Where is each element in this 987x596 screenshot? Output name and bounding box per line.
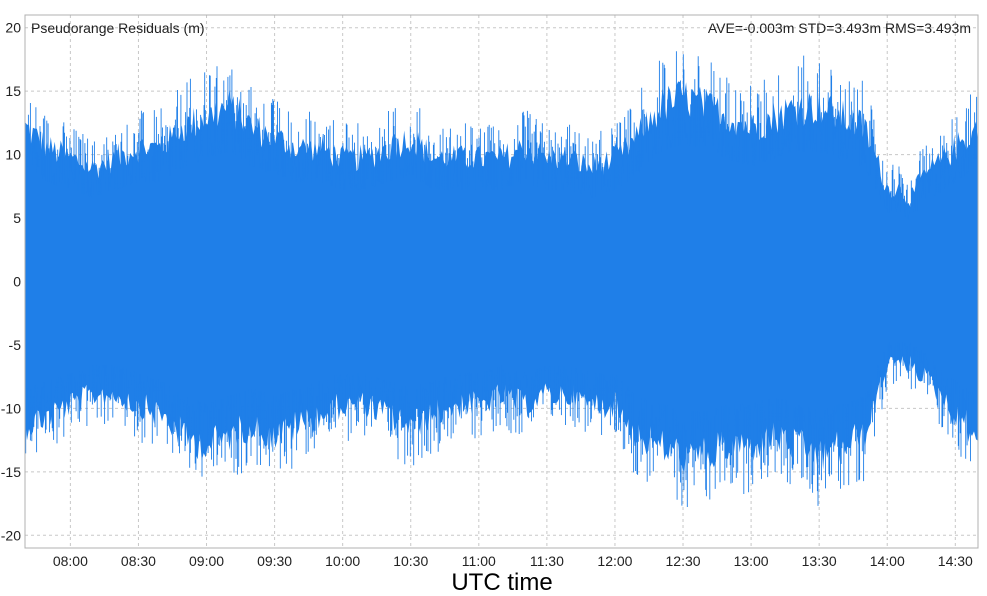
x-tick-label: 14:00 <box>870 553 905 569</box>
x-tick-label: 14:30 <box>938 553 973 569</box>
y-tick-label: 10 <box>5 147 21 163</box>
x-tick-label: 11:00 <box>462 553 496 569</box>
x-tick-label: 09:00 <box>189 553 224 569</box>
x-tick-label: 09:30 <box>257 553 292 569</box>
y-tick-label: 0 <box>13 274 21 290</box>
y-tick-label: -10 <box>1 400 21 416</box>
y-tick-label: -15 <box>1 464 21 480</box>
y-tick-label: 5 <box>13 210 21 226</box>
x-tick-label: 13:00 <box>734 553 769 569</box>
x-tick-label: 08:30 <box>121 553 156 569</box>
y-tick-label: 15 <box>5 83 21 99</box>
x-tick-label: 12:00 <box>597 553 632 569</box>
stats-text: AVE=-0.003m STD=3.493m RMS=3.493m <box>708 20 971 36</box>
y-tick-label: 20 <box>5 20 21 36</box>
x-axis-label: UTC time <box>451 569 552 596</box>
x-tick-label: 10:00 <box>325 553 360 569</box>
x-axis-ticks: 08:00 08:30 09:00 09:30 10:00 10:30 11:00 11:30… <box>53 553 973 569</box>
y-axis-ticks: 20 15 10 5 0 -5 -10 -15 -20 <box>1 20 21 544</box>
x-tick-label: 08:00 <box>53 553 88 569</box>
x-tick-label: 13:30 <box>802 553 837 569</box>
chart-title: Pseudorange Residuals (m) <box>31 20 205 36</box>
y-tick-label: -5 <box>9 337 22 353</box>
x-tick-label: 10:30 <box>393 553 428 569</box>
x-tick-label: 11:30 <box>530 553 564 569</box>
y-tick-label: -20 <box>1 527 21 543</box>
x-tick-label: 12:30 <box>666 553 701 569</box>
plot-border <box>24 14 979 549</box>
